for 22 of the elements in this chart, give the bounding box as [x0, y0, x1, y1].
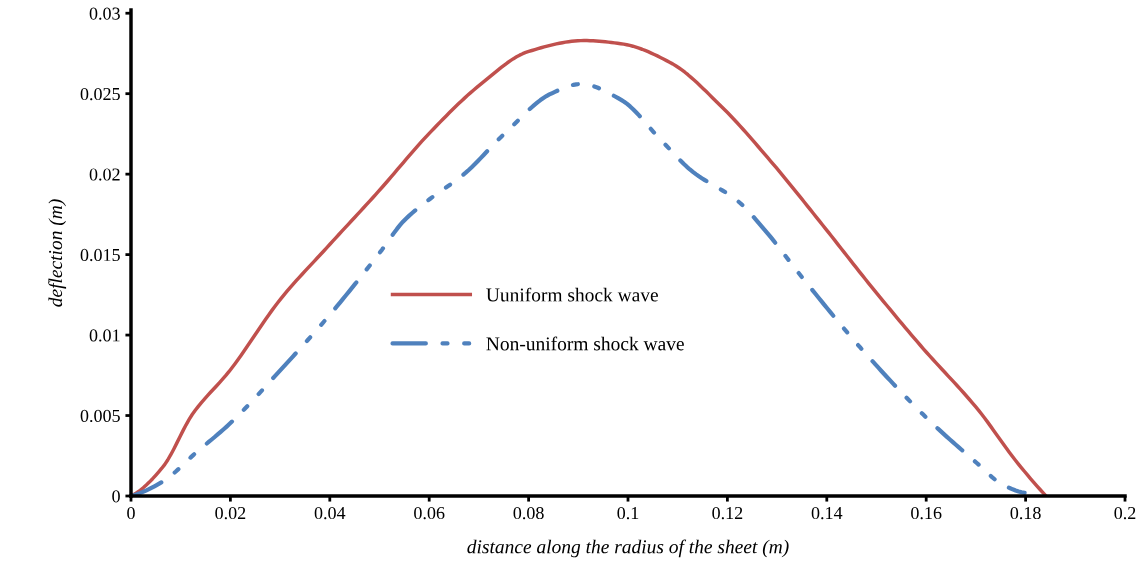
- x-tick-label: 0.04: [314, 506, 346, 520]
- y-axis-title: deflection (m): [48, 199, 67, 307]
- x-tick-label: 0.18: [1010, 506, 1041, 520]
- y-tick-label: 0.02: [89, 168, 120, 181]
- x-tick-label: 0: [127, 506, 135, 520]
- legend-label: Uuniform shock wave: [486, 287, 658, 302]
- y-tick-label: 0.03: [89, 7, 120, 20]
- x-tick-label: 0.08: [513, 506, 544, 520]
- x-tick-label: 0.16: [911, 506, 942, 520]
- x-tick-label: 0.12: [712, 506, 743, 520]
- x-tick-label: 0.02: [215, 506, 246, 520]
- legend-label: Non-uniform shock wave: [486, 336, 684, 351]
- x-tick-label: 0.1: [617, 506, 639, 520]
- y-tick-label: 0.01: [89, 329, 120, 342]
- x-tick-label: 0.06: [414, 506, 445, 520]
- y-tick-label: 0.025: [80, 87, 120, 101]
- x-axis-title: distance along the radius of the sheet (m): [467, 539, 789, 558]
- x-tick-label: 0.14: [811, 506, 843, 520]
- y-tick-label: 0.015: [80, 248, 120, 262]
- y-tick-label: 0: [112, 490, 120, 503]
- y-tick-label: 0.005: [80, 409, 120, 423]
- x-tick-label: 0.2: [1114, 506, 1136, 520]
